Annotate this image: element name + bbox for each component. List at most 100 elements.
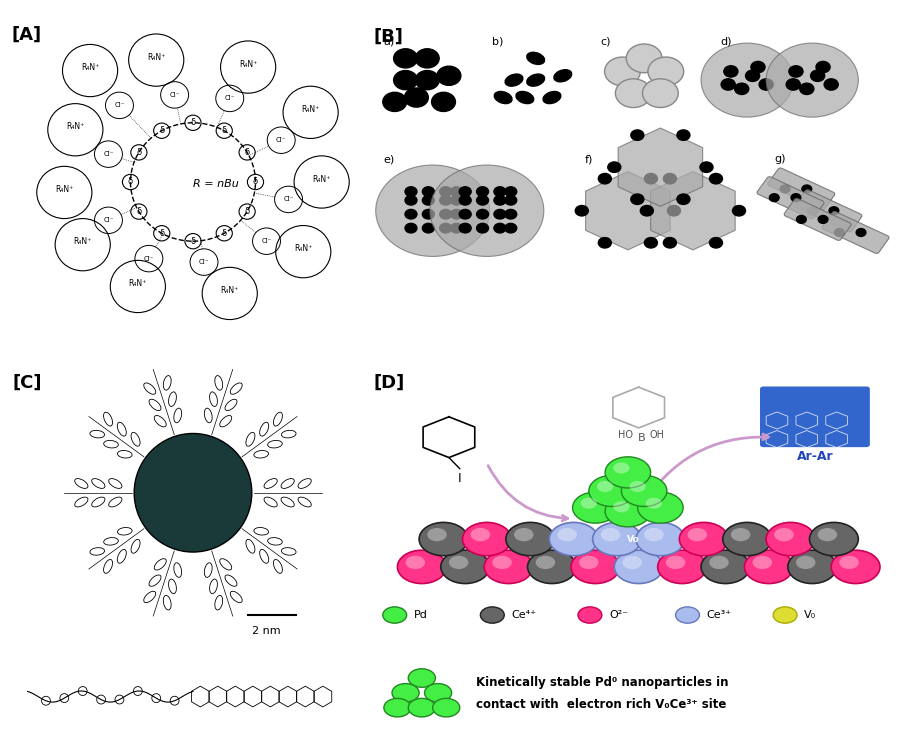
- Circle shape: [460, 187, 471, 196]
- Circle shape: [675, 607, 699, 623]
- Text: Pd: Pd: [414, 610, 427, 620]
- Circle shape: [605, 496, 651, 527]
- Circle shape: [477, 210, 489, 219]
- Circle shape: [505, 210, 516, 219]
- Circle shape: [383, 607, 406, 623]
- Circle shape: [581, 498, 597, 509]
- Circle shape: [598, 173, 611, 184]
- Text: V₀: V₀: [804, 610, 816, 620]
- Circle shape: [630, 130, 644, 140]
- Circle shape: [791, 193, 800, 202]
- Circle shape: [505, 196, 516, 205]
- Circle shape: [789, 66, 803, 77]
- Circle shape: [437, 66, 460, 85]
- Text: Cl⁻: Cl⁻: [103, 217, 114, 223]
- Circle shape: [415, 49, 439, 68]
- Ellipse shape: [527, 74, 545, 86]
- Circle shape: [477, 187, 489, 196]
- Circle shape: [800, 83, 814, 95]
- Circle shape: [528, 550, 576, 584]
- Circle shape: [630, 481, 646, 492]
- FancyBboxPatch shape: [795, 190, 862, 232]
- Text: Cl⁻: Cl⁻: [169, 92, 180, 98]
- Circle shape: [644, 238, 657, 248]
- Circle shape: [439, 196, 451, 205]
- Text: R₄N⁺: R₄N⁺: [129, 279, 147, 288]
- Circle shape: [644, 173, 657, 184]
- Circle shape: [648, 57, 684, 86]
- Circle shape: [493, 556, 512, 569]
- Ellipse shape: [516, 91, 534, 104]
- Circle shape: [677, 194, 690, 205]
- Text: d): d): [720, 36, 732, 47]
- Circle shape: [721, 79, 735, 90]
- Text: c): c): [601, 36, 611, 47]
- Circle shape: [471, 528, 490, 541]
- Circle shape: [432, 93, 456, 111]
- Text: [B]: [B]: [373, 28, 403, 46]
- Text: Cl⁻: Cl⁻: [224, 96, 235, 102]
- Circle shape: [460, 223, 471, 233]
- Text: 2 nm: 2 nm: [252, 626, 281, 636]
- Circle shape: [579, 556, 598, 569]
- Text: I: I: [458, 473, 461, 485]
- Text: [C]: [C]: [13, 374, 42, 392]
- Circle shape: [550, 522, 598, 556]
- Circle shape: [405, 187, 417, 196]
- Text: δ: δ: [136, 148, 142, 157]
- Text: b): b): [493, 36, 504, 47]
- Text: R = nBu: R = nBu: [193, 179, 239, 189]
- Circle shape: [460, 196, 471, 205]
- Text: f): f): [584, 154, 593, 164]
- Circle shape: [766, 43, 858, 117]
- Circle shape: [677, 130, 690, 140]
- Text: e): e): [384, 154, 395, 164]
- Circle shape: [578, 607, 602, 623]
- Circle shape: [573, 492, 618, 523]
- FancyBboxPatch shape: [767, 168, 835, 210]
- Circle shape: [622, 556, 642, 569]
- Circle shape: [477, 196, 489, 205]
- Circle shape: [780, 185, 790, 193]
- Text: δ: δ: [136, 207, 142, 216]
- Text: [D]: [D]: [373, 374, 404, 392]
- Circle shape: [774, 528, 794, 541]
- Circle shape: [796, 556, 815, 569]
- Circle shape: [404, 88, 428, 107]
- Circle shape: [605, 456, 651, 488]
- Circle shape: [638, 492, 683, 523]
- Circle shape: [575, 205, 588, 216]
- Circle shape: [605, 57, 641, 86]
- Text: R₄N⁺: R₄N⁺: [221, 286, 239, 295]
- Circle shape: [433, 698, 460, 717]
- Circle shape: [393, 70, 417, 90]
- Circle shape: [462, 522, 511, 556]
- Circle shape: [857, 228, 866, 236]
- Circle shape: [658, 550, 707, 584]
- Circle shape: [439, 223, 451, 233]
- Text: Ce⁴⁺: Ce⁴⁺: [511, 610, 537, 620]
- Text: R₄N⁺: R₄N⁺: [239, 60, 257, 69]
- Circle shape: [646, 498, 662, 509]
- Circle shape: [598, 238, 611, 248]
- Text: Cl⁻: Cl⁻: [199, 259, 210, 265]
- Circle shape: [494, 196, 505, 205]
- Circle shape: [818, 528, 837, 541]
- Circle shape: [616, 79, 652, 107]
- Text: δ: δ: [244, 148, 250, 157]
- Circle shape: [810, 522, 858, 556]
- Circle shape: [494, 210, 505, 219]
- Circle shape: [557, 528, 577, 541]
- Text: Ar-Ar: Ar-Ar: [797, 450, 834, 463]
- Circle shape: [450, 196, 462, 205]
- Circle shape: [797, 216, 806, 223]
- Circle shape: [630, 194, 644, 205]
- Text: δ: δ: [221, 126, 227, 135]
- Circle shape: [613, 501, 630, 513]
- Circle shape: [427, 528, 447, 541]
- Circle shape: [383, 93, 406, 111]
- Text: OH: OH: [650, 430, 664, 439]
- Circle shape: [494, 223, 505, 233]
- Circle shape: [766, 522, 815, 556]
- Circle shape: [641, 205, 653, 216]
